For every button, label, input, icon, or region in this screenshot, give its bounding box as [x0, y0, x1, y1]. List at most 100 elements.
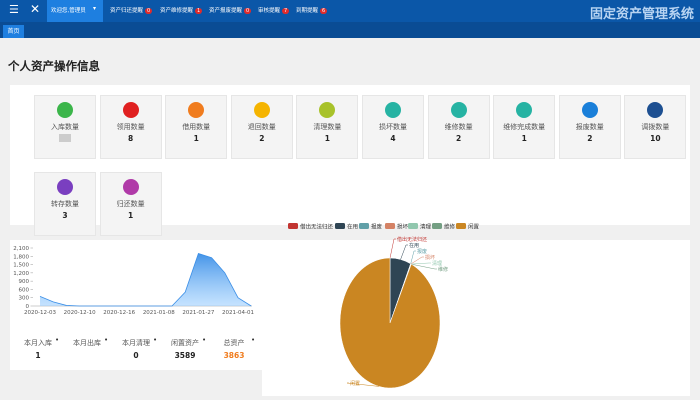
user-menu-label: 欢迎您,管理员	[51, 8, 86, 14]
hidden-value	[59, 134, 71, 142]
stat-value: 3863	[223, 351, 245, 360]
card: 入库数量	[34, 95, 96, 159]
area-fill	[40, 253, 252, 306]
card: 清理数量 1	[296, 95, 359, 159]
y-tick-label: 0	[26, 304, 30, 310]
card-icon	[57, 179, 73, 195]
cards-panel: 入库数量 领用数量 8 借用数量 1 退回数量 2 清理数量 1 损坏数量 4 维修数量 2 维修完成数量…	[10, 85, 690, 236]
leader-line	[411, 263, 437, 270]
card-icon	[188, 102, 205, 118]
x-tick-label: 2021-01-08	[143, 310, 175, 316]
card-value: 1	[521, 134, 527, 143]
stat-dot: •	[153, 336, 158, 344]
card: 借用数量 1	[165, 95, 228, 159]
notice[interactable]: 资产报废提醒 0	[209, 6, 252, 14]
pie-label: 损坏	[425, 254, 435, 261]
tab-bar: 首页	[0, 22, 700, 38]
pie-label: 借出无法归还	[397, 236, 427, 243]
card: 报废数量 2	[558, 95, 621, 159]
card-label: 清理数量	[313, 123, 342, 131]
leader-line	[400, 244, 408, 260]
notice-label: 资产报废提醒	[209, 8, 243, 14]
card-value: 1	[193, 134, 199, 143]
stat-label: 本月出库	[73, 339, 101, 347]
tab[interactable]: 首页	[3, 25, 24, 38]
user-menu[interactable]: 欢迎您,管理员 ▾	[47, 0, 103, 22]
x-tick-label: 2020-12-16	[103, 310, 135, 316]
card: 转存数量 3	[34, 172, 96, 236]
leader-line	[389, 238, 396, 259]
legend-swatch	[408, 223, 418, 229]
card-icon	[122, 179, 139, 195]
leader-line	[410, 250, 416, 264]
pie-label: 在用	[409, 242, 419, 249]
card: 退回数量 2	[230, 95, 293, 159]
notice[interactable]: 资产归还提醒 0	[110, 6, 153, 14]
stat-label: 本月清理	[122, 339, 150, 347]
notice-badge: 0	[244, 8, 252, 14]
stat-label: 本月入库	[24, 339, 52, 347]
stat-value: 3589	[174, 351, 196, 360]
notice-badge: 1	[195, 8, 203, 14]
y-tick-label: 2,100	[13, 246, 29, 252]
card-icon	[385, 102, 401, 118]
y-tick-label: 1,500	[13, 263, 29, 269]
card-label: 转存数量	[51, 200, 79, 208]
card-icon	[647, 102, 664, 118]
stat-dot: •	[202, 336, 207, 344]
pie-label: 清理	[432, 260, 442, 267]
close-icon[interactable]: ✕	[30, 2, 41, 16]
section-title: 个人资产操作信息	[8, 59, 100, 73]
pie-slice	[339, 257, 441, 389]
card: 维修完成数量 1	[493, 95, 556, 159]
card: 归还数量 1	[99, 172, 162, 236]
card-value: 10	[650, 134, 661, 143]
notice[interactable]: 审核提醒 7	[258, 6, 290, 14]
pie-label: 闲置	[350, 380, 360, 387]
legend-swatch	[385, 223, 395, 229]
legend-swatch	[335, 223, 345, 229]
notice-badge: 0	[145, 8, 153, 14]
leader-line	[410, 256, 424, 265]
card-value: 1	[324, 134, 330, 143]
card-value: 3	[62, 211, 68, 220]
leader-line	[411, 262, 431, 265]
legend-swatch	[432, 223, 442, 229]
notice-label: 资产维修提醒	[160, 8, 194, 14]
card-icon	[319, 102, 336, 118]
y-tick-label: 1,800	[13, 254, 29, 260]
card-value: 4	[390, 134, 396, 143]
card-label: 归还数量	[116, 200, 145, 208]
notice[interactable]: 资产维修提醒 1	[160, 6, 203, 14]
notice-label: 到期提醒	[296, 8, 319, 14]
card-value: 2	[455, 134, 462, 143]
card: 损坏数量 4	[362, 95, 424, 159]
card-label: 维修数量	[444, 123, 473, 131]
notice-badge: 6	[320, 8, 328, 14]
card-icon	[516, 102, 533, 118]
card-label: 损坏数量	[379, 123, 407, 131]
notice[interactable]: 到期提醒 6	[296, 6, 328, 14]
stat-dot: •	[55, 336, 60, 344]
menu-icon[interactable]: ☰	[9, 3, 19, 16]
legend-label: 损坏	[397, 223, 409, 231]
y-tick-label: 300	[19, 296, 30, 302]
notice-label: 审核提醒	[258, 8, 281, 14]
card-icon	[253, 102, 270, 118]
card-label: 报废数量	[575, 123, 604, 131]
stat-dot: •	[251, 336, 256, 344]
card-icon	[581, 102, 598, 118]
leader-line	[346, 382, 380, 387]
x-tick-label: 2020-12-03	[24, 310, 56, 316]
area-line	[39, 253, 252, 307]
card: 领用数量 8	[99, 95, 162, 159]
card: 调拨数量 10	[624, 95, 687, 159]
x-tick-label: 2021-04-01	[222, 310, 254, 316]
x-tick-label: 2021-01-27	[182, 310, 214, 316]
y-tick-label: 600	[19, 287, 30, 293]
stat-label: 闲置资产	[171, 339, 199, 347]
card-icon	[450, 102, 467, 118]
legend-label: 清理	[420, 223, 432, 231]
notice-badge: 7	[282, 8, 290, 14]
